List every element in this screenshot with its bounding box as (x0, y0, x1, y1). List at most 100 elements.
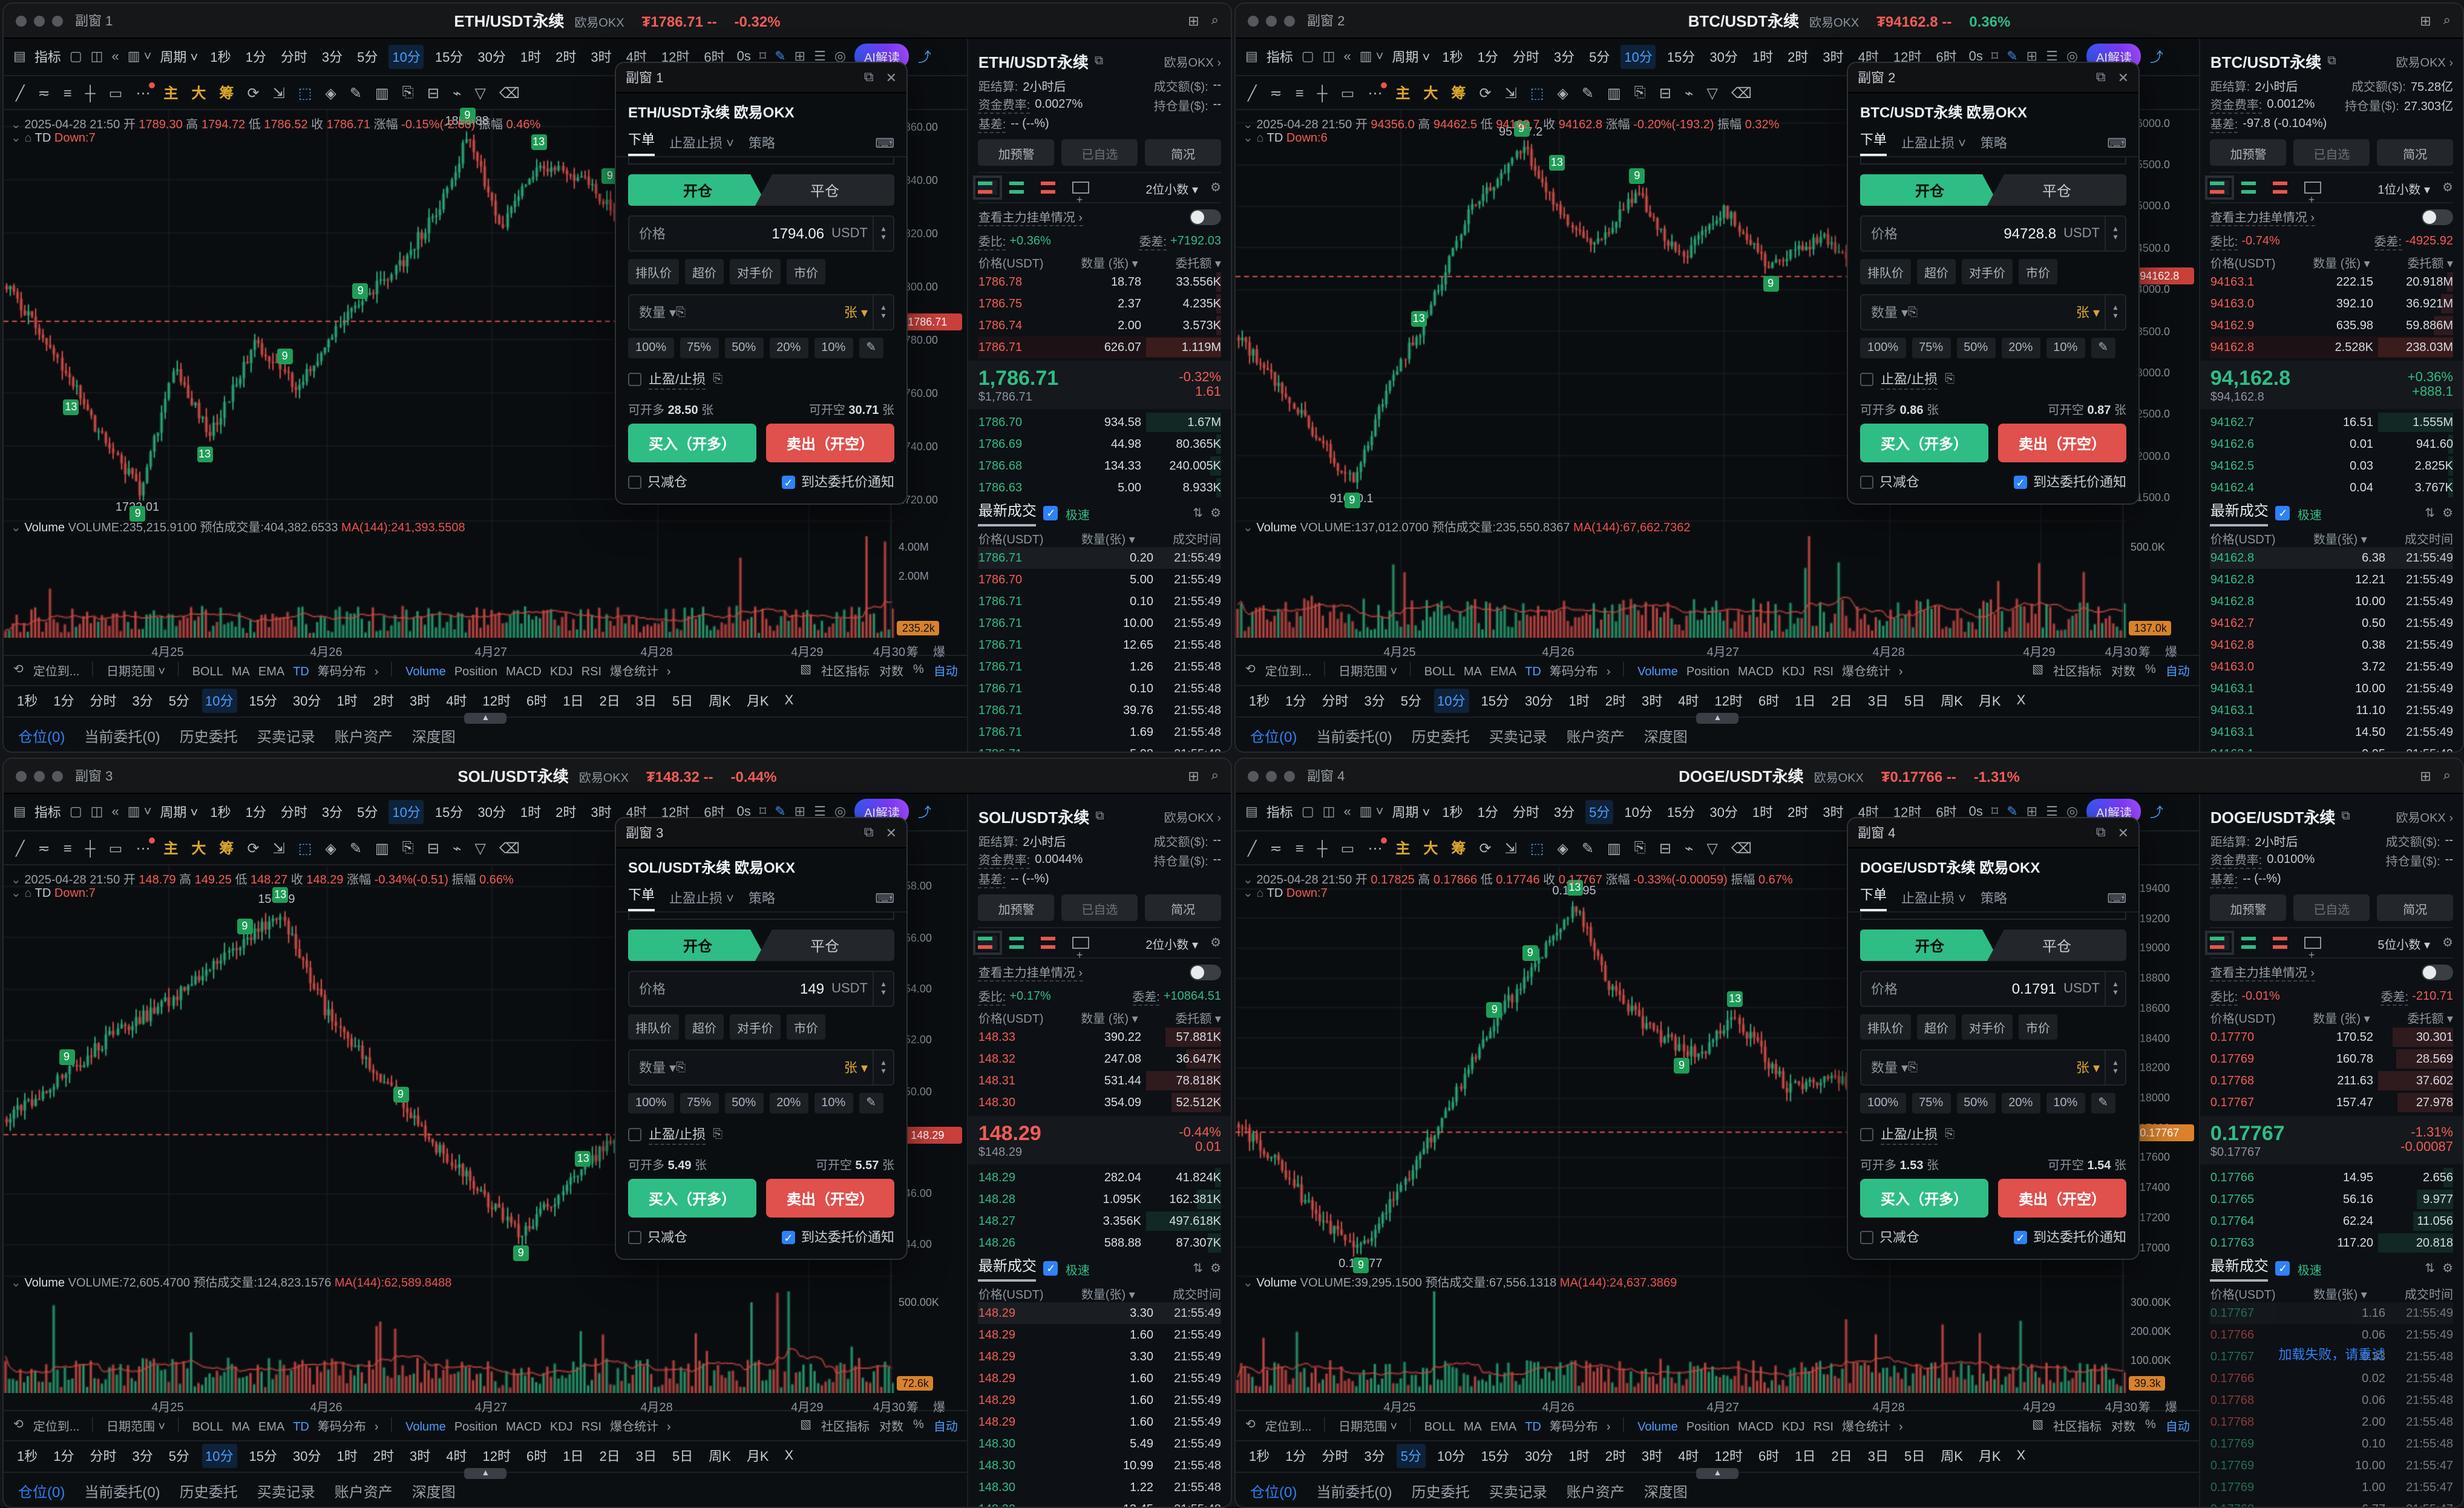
split-icon[interactable]: ◫ (90, 50, 103, 65)
draw-icon[interactable]: ✎ (2007, 50, 2018, 65)
custom-percent-chip[interactable]: ✎ (2091, 1093, 2116, 1113)
indicator-toggle[interactable]: EMA (258, 666, 285, 680)
filter-icon[interactable]: ▽ (1706, 84, 1718, 102)
filter-icon[interactable]: ▽ (1706, 839, 1718, 857)
trade-row[interactable]: 148.29 1.60 21:55:49 (978, 1411, 1221, 1433)
qty-stepper[interactable]: ▴ ▾ (2105, 295, 2125, 329)
draw-icon[interactable]: ✎ (2007, 805, 2018, 820)
footer-timeframe-button[interactable]: 15分 (249, 1450, 278, 1465)
open-position-tab[interactable]: 开仓 (628, 174, 767, 206)
bid-row[interactable]: 1786.70 934.58 1.67M (978, 411, 1221, 433)
footer-timeframe-button[interactable]: 1日 (1795, 695, 1816, 710)
trade-row[interactable]: 94163.1 14.50 21:55:49 (2210, 721, 2453, 743)
last-price-block[interactable]: 148.29 $148.29 -0.44% 0.01 (968, 1116, 1231, 1164)
notify-checkbox[interactable]: ✓ (782, 475, 795, 488)
qty-lock-icon[interactable]: ⎘ (1908, 306, 1918, 319)
timeframe-button[interactable]: 1分 (245, 805, 266, 821)
footer-timeframe-button[interactable]: 3分 (1364, 1450, 1385, 1465)
ask-row[interactable]: 0.17767 157.47 27.978 (2210, 1092, 2453, 1113)
indicator-toggle[interactable]: MA (231, 666, 250, 680)
footer-timeframe-button[interactable]: 10分 (1434, 689, 1469, 713)
footer-timeframe-button[interactable]: 5分 (168, 695, 189, 710)
trade-qty-sort[interactable]: 数量(张) ▾ (1081, 533, 1135, 546)
exchange-link[interactable]: 欧易OKX › (2396, 811, 2453, 825)
footer-timeframe-button[interactable]: 1日 (563, 1450, 584, 1465)
exchange-link[interactable]: 欧易OKX › (1164, 811, 1221, 825)
whale-orders-link[interactable]: 查看主力挂单情况 › (2210, 962, 2315, 982)
timeframe-button[interactable]: 分时 (1512, 50, 1539, 65)
trade-row[interactable]: 94163.10.0521:55:49 (2210, 743, 2453, 752)
book-mode-bids-icon[interactable] (2241, 936, 2261, 950)
book-settings-icon[interactable]: ⚙ (2442, 181, 2453, 194)
book-mode-bids-icon[interactable] (1009, 180, 1029, 195)
measure-icon[interactable]: ⇲ (1504, 84, 1517, 102)
account-tab[interactable]: 仓位(0) (1250, 726, 1297, 746)
dialog-close-icon[interactable]: ✕ (2117, 71, 2129, 85)
sub-indicator-toggle[interactable]: Position (454, 666, 497, 680)
copy-icon[interactable]: ⧉ (1095, 809, 1104, 822)
indicator-button[interactable]: 指标 (1266, 50, 1293, 65)
dialog-close-icon[interactable]: ✕ (2117, 826, 2129, 841)
indicator-toggle[interactable]: TD (293, 1421, 309, 1435)
timeframe-button[interactable]: 3时 (1823, 805, 1844, 821)
more-icon[interactable]: › (1606, 666, 1611, 680)
footer-timeframe-button[interactable]: 2日 (1831, 695, 1852, 710)
camera-icon[interactable]: ⌑ (1991, 50, 1999, 65)
footer-timeframe-button[interactable]: 2时 (1605, 1450, 1626, 1465)
amount-sort[interactable]: 委托额 ▾ (2407, 257, 2453, 270)
quantity-field[interactable]: 数量 ▾ ⎘ 张 ▾ ▴ ▾ (1860, 1049, 2126, 1086)
decimal-select[interactable]: 2位小数 ▾ (1145, 939, 1199, 952)
book-settings-icon[interactable]: ⚙ (2442, 936, 2453, 949)
unit-select[interactable]: 张 ▾ (2076, 306, 2100, 321)
footer-timeframe-button[interactable]: 月K (746, 1450, 769, 1465)
draw-icon[interactable]: ✎ (775, 805, 786, 820)
trade-row[interactable]: 148.29 1.60 21:55:49 (978, 1389, 1221, 1411)
footer-timeframe-button[interactable]: 12时 (1714, 1450, 1743, 1465)
note-icon[interactable]: ⊟ (1659, 84, 1671, 102)
sub-indicator-toggle[interactable]: Volume (1637, 1421, 1678, 1435)
footer-timeframe-button[interactable]: 周K (709, 1450, 731, 1465)
note-icon[interactable]: ⊟ (427, 839, 439, 857)
eraser-icon[interactable]: ◈ (325, 84, 336, 102)
trade-row[interactable]: 0.17766 0.06 21:55:49 (2210, 1324, 2453, 1346)
grid-layout-icon[interactable]: ⊞ (2420, 14, 2431, 28)
tab-place-order[interactable]: 下单 (628, 885, 655, 911)
auto-scale-button[interactable]: 自动 (2165, 666, 2190, 680)
bid-row[interactable]: 1786.63 5.00 8.933K (978, 477, 1221, 499)
goto-icon[interactable]: ⟲ (1245, 663, 1256, 677)
auto-scale-button[interactable]: 自动 (2165, 1421, 2190, 1435)
book-mode-both-icon[interactable] (2205, 931, 2235, 955)
account-tab[interactable]: 深度图 (1643, 728, 1688, 746)
sell-open-short-button[interactable]: 卖出（开空） (1998, 1179, 2126, 1218)
timeframe-button[interactable]: 2时 (1787, 805, 1809, 821)
account-tab[interactable]: 深度图 (1643, 1483, 1688, 1501)
footer-timeframe-button[interactable]: 3日 (1867, 695, 1889, 710)
goto-button[interactable]: 定位到... (1265, 1421, 1312, 1435)
trade-settings-icon[interactable]: ⚙ (1210, 506, 1221, 520)
percent-chip[interactable]: 10% (814, 1093, 853, 1113)
settings-list-icon[interactable]: ☰ (814, 805, 826, 820)
timeframe-button[interactable]: 5分 (1585, 799, 1614, 824)
footer-timeframe-button[interactable]: 3时 (1642, 1450, 1663, 1465)
footer-timeframe-button[interactable]: 1日 (1795, 1450, 1816, 1465)
trade-row[interactable]: 148.30 5.49 21:55:49 (978, 1433, 1221, 1455)
decimal-select[interactable]: 1位小数 ▾ (2377, 183, 2431, 197)
time-axis[interactable]: 4月25 4月26 4月27 4月28 4月29 4月30 筹爆 (4, 638, 969, 660)
split-icon[interactable]: ◫ (1322, 805, 1335, 820)
timeframe-button[interactable]: 2时 (555, 50, 577, 65)
indicator-toggle[interactable]: MA (231, 1421, 250, 1435)
timeframe-button[interactable]: 15分 (1666, 50, 1696, 65)
footer-timeframe-button[interactable]: 3时 (1642, 695, 1663, 710)
date-range-button[interactable]: 日期范围 ˅ (106, 666, 166, 680)
tick-period-button[interactable]: 0s (1968, 804, 1983, 819)
ask-row[interactable]: 148.33 390.22 57.881K (978, 1026, 1221, 1048)
more-icon[interactable]: › (374, 1421, 379, 1435)
target-icon[interactable]: ◎ (834, 50, 847, 65)
tpsl-checkbox[interactable] (628, 373, 641, 386)
add-pane-icon[interactable]: ⊞ (2026, 50, 2038, 65)
add-alert-button[interactable]: 加预警 (2210, 139, 2287, 166)
indicator-toggle[interactable]: TD (293, 666, 309, 680)
dialog-titlebar[interactable]: 副窗 1 ⧉ ✕ (616, 63, 906, 93)
tab-strategy[interactable]: 策略 (748, 892, 775, 906)
fast-mode-checkbox[interactable]: ✓ (1043, 1261, 1058, 1276)
